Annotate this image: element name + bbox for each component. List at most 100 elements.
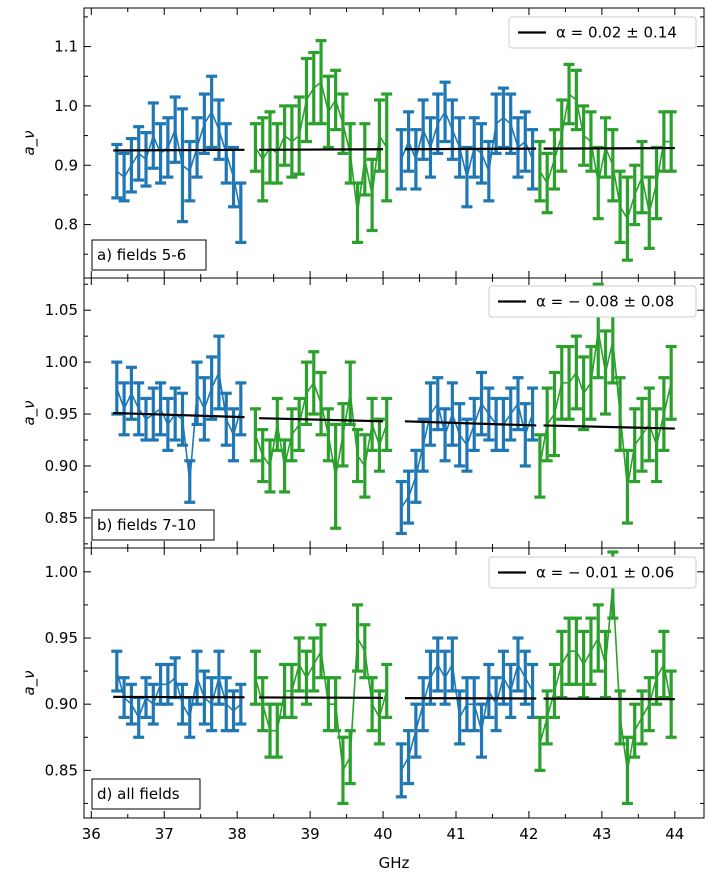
error-bar <box>155 381 167 437</box>
error-bar <box>381 396 393 452</box>
panel-label-box <box>91 778 201 810</box>
error-bar <box>249 649 261 706</box>
error-bar <box>651 407 663 484</box>
plot-area <box>111 550 677 806</box>
panel-2: 0.85 0.90 0.95 1.00 1.05 a_ν α = − 0.08 ± 0.08… <box>20 277 705 549</box>
series-blue-1 <box>111 334 247 504</box>
error-bar <box>330 68 342 132</box>
error-bar <box>417 417 429 473</box>
error-bar <box>556 98 568 173</box>
error-bar <box>476 122 488 185</box>
error-bar <box>636 396 648 473</box>
error-bar <box>519 649 531 706</box>
error-bar <box>556 629 568 700</box>
error-bar <box>191 360 203 427</box>
error-bar <box>366 396 378 452</box>
error-bar <box>483 386 495 442</box>
y-tick-label: 1.0 <box>54 97 78 115</box>
error-bar <box>366 157 378 233</box>
error-bar <box>191 116 203 179</box>
error-bar <box>548 370 560 458</box>
x-tick-label: 37 <box>155 825 174 843</box>
error-bar <box>578 104 590 167</box>
error-bar <box>527 128 539 191</box>
error-bar <box>395 128 407 191</box>
error-bar <box>235 181 247 244</box>
error-bar <box>162 396 174 452</box>
y-tick-label: 1.05 <box>45 301 78 319</box>
panel-label-text: b) fields 7-10 <box>97 516 196 534</box>
error-bar <box>541 689 553 746</box>
y-tick-label: 0.85 <box>45 761 78 779</box>
error-bar <box>315 623 327 680</box>
error-bar <box>125 682 137 726</box>
fit-line <box>543 697 675 701</box>
error-bar <box>585 110 597 173</box>
error-bar <box>133 381 145 437</box>
error-bar <box>366 676 378 733</box>
panel-label: d) all fields <box>91 778 201 810</box>
error-bar <box>300 360 312 427</box>
fit-line <box>543 146 675 150</box>
error-bar <box>286 407 298 463</box>
error-bar <box>490 676 502 733</box>
error-bar <box>643 386 655 463</box>
error-bar <box>585 344 597 421</box>
error-bar <box>373 689 385 746</box>
fit-line <box>543 424 675 430</box>
error-bar <box>395 479 407 536</box>
error-bar <box>432 92 444 155</box>
error-bar <box>658 629 670 700</box>
error-bar <box>381 92 393 203</box>
error-bar <box>111 649 123 693</box>
y-tick-label: 0.95 <box>45 405 78 423</box>
error-bar <box>446 98 458 161</box>
y-tick-label: 0.90 <box>45 695 78 713</box>
error-bar <box>468 676 480 733</box>
error-bar <box>563 344 575 421</box>
error-bar <box>249 407 261 463</box>
error-bar <box>512 116 524 179</box>
error-bar <box>497 649 509 706</box>
error-bar <box>541 151 553 215</box>
error-bar <box>439 80 451 144</box>
error-bar <box>308 350 320 416</box>
panel-3: 0.85 0.90 0.95 1.00 a_ν α = − 0.01 ± 0.06 d) a… <box>20 547 705 843</box>
y-tick-label: 1.1 <box>54 38 78 56</box>
error-bar <box>293 636 305 693</box>
error-bar <box>322 74 334 150</box>
error-bar <box>279 438 291 494</box>
error-bar <box>257 116 269 203</box>
error-bar <box>454 116 466 179</box>
y-tick-label: 0.95 <box>45 629 78 647</box>
error-bar <box>111 142 123 200</box>
error-bar <box>293 95 305 176</box>
error-bar <box>534 433 546 499</box>
error-bar <box>155 122 167 185</box>
error-bar <box>220 122 232 185</box>
series-green-2 <box>249 603 393 806</box>
error-bar <box>300 56 312 144</box>
error-bar <box>162 116 174 179</box>
fit-line <box>404 147 537 151</box>
panel-frame <box>83 547 705 819</box>
error-bar <box>315 39 327 126</box>
legend: α = 0.02 ± 0.14 <box>508 16 697 49</box>
y-tick-label: 1.00 <box>45 353 78 371</box>
y-tick-label: 0.8 <box>54 216 78 234</box>
error-bar <box>600 329 612 416</box>
error-bar <box>257 428 269 484</box>
plot-area <box>111 282 677 536</box>
x-tick-label: 38 <box>228 825 247 843</box>
y-axis-label: a_ν <box>20 400 39 425</box>
error-bar <box>373 98 385 173</box>
error-bar <box>534 139 546 203</box>
y-tick-label: 0.9 <box>54 156 78 174</box>
error-bar <box>607 128 619 203</box>
legend-box <box>508 16 697 49</box>
error-bar <box>636 139 648 215</box>
error-bar <box>213 334 225 411</box>
error-bar <box>629 702 641 759</box>
error-bar <box>403 729 415 786</box>
